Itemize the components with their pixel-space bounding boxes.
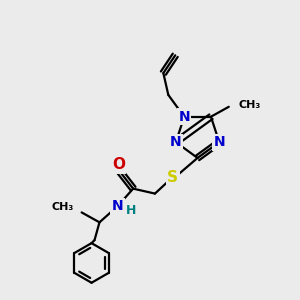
Text: N: N bbox=[170, 135, 182, 149]
Text: N: N bbox=[213, 135, 225, 149]
Text: S: S bbox=[167, 170, 178, 185]
Text: N: N bbox=[178, 110, 190, 124]
Text: CH₃: CH₃ bbox=[239, 100, 261, 110]
Text: N: N bbox=[112, 200, 123, 214]
Text: H: H bbox=[126, 204, 136, 217]
Text: O: O bbox=[112, 158, 125, 172]
Text: CH₃: CH₃ bbox=[52, 202, 74, 212]
